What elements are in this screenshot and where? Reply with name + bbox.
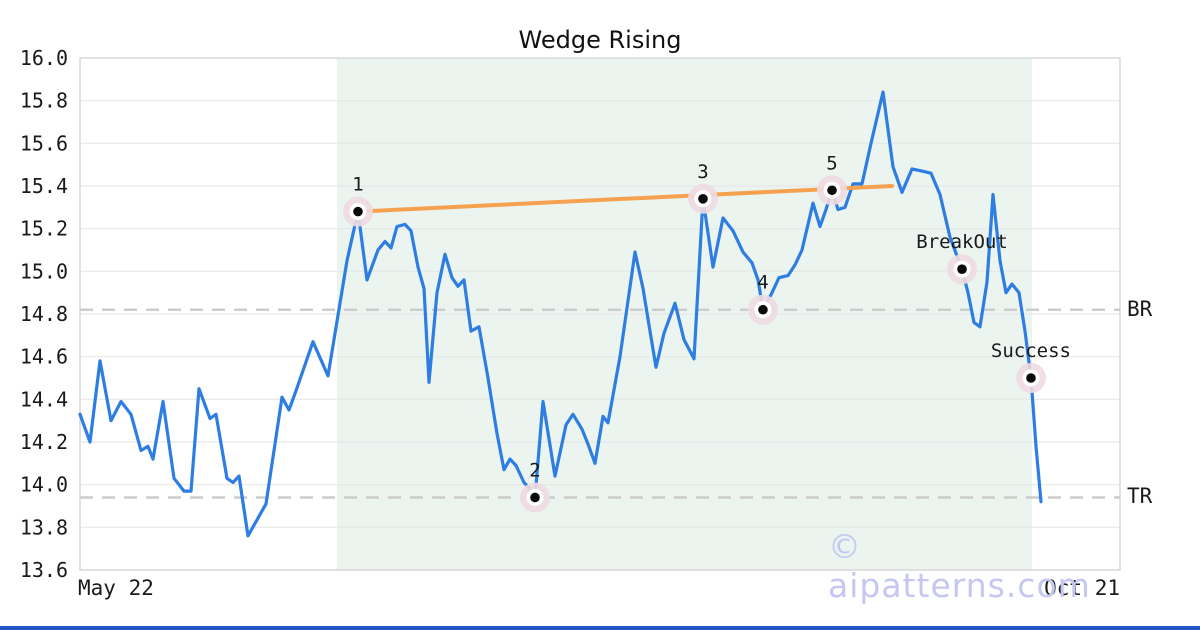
marker-dot-success	[1026, 373, 1036, 383]
y-tick-label: 15.0	[20, 259, 68, 283]
y-tick-label: 14.2	[20, 430, 68, 454]
marker-dot-3	[698, 194, 708, 204]
hline-label-tr: TR	[1127, 484, 1153, 509]
hline-label-br: BR	[1127, 296, 1153, 321]
annotation-label-success: Success	[991, 340, 1071, 362]
annotation-label-1: 1	[352, 174, 363, 196]
trend-line	[355, 184, 895, 214]
annotation-label-breakout: BreakOut	[916, 231, 1008, 253]
y-tick-label: 14.0	[20, 473, 68, 497]
annotation-label-4: 4	[757, 272, 768, 294]
y-tick-label: 14.4	[20, 387, 68, 411]
y-tick-label: 16.0	[20, 46, 68, 70]
marker-dot-5	[827, 185, 837, 196]
marker-dot-2	[530, 492, 540, 503]
bottom-accent-bar	[0, 626, 1200, 630]
y-tick-label: 14.6	[20, 345, 68, 369]
y-tick-label: 14.8	[20, 302, 68, 326]
marker-dot-4	[758, 304, 768, 315]
price-line	[78, 90, 1043, 538]
watermark: © aipatterns.com	[828, 527, 1091, 605]
x-tick-start: May 22	[78, 576, 154, 600]
y-tick-label: 15.8	[20, 89, 68, 113]
y-tick-label: 15.6	[20, 131, 68, 155]
chart-title: Wedge Rising	[518, 26, 682, 54]
plot-border	[79, 57, 1121, 571]
annotation-label-2: 2	[529, 459, 540, 481]
x-tick-end: Oct 21	[1044, 576, 1120, 600]
y-tick-label: 13.8	[20, 515, 68, 539]
y-tick-label: 15.4	[20, 174, 68, 198]
annotation-label-5: 5	[826, 152, 837, 174]
y-tick-label: 15.2	[20, 217, 68, 241]
marker-dot-1	[353, 206, 363, 217]
y-tick-label: 13.6	[20, 558, 68, 582]
annotation-label-3: 3	[697, 161, 708, 183]
marker-dot-breakout	[957, 264, 967, 275]
